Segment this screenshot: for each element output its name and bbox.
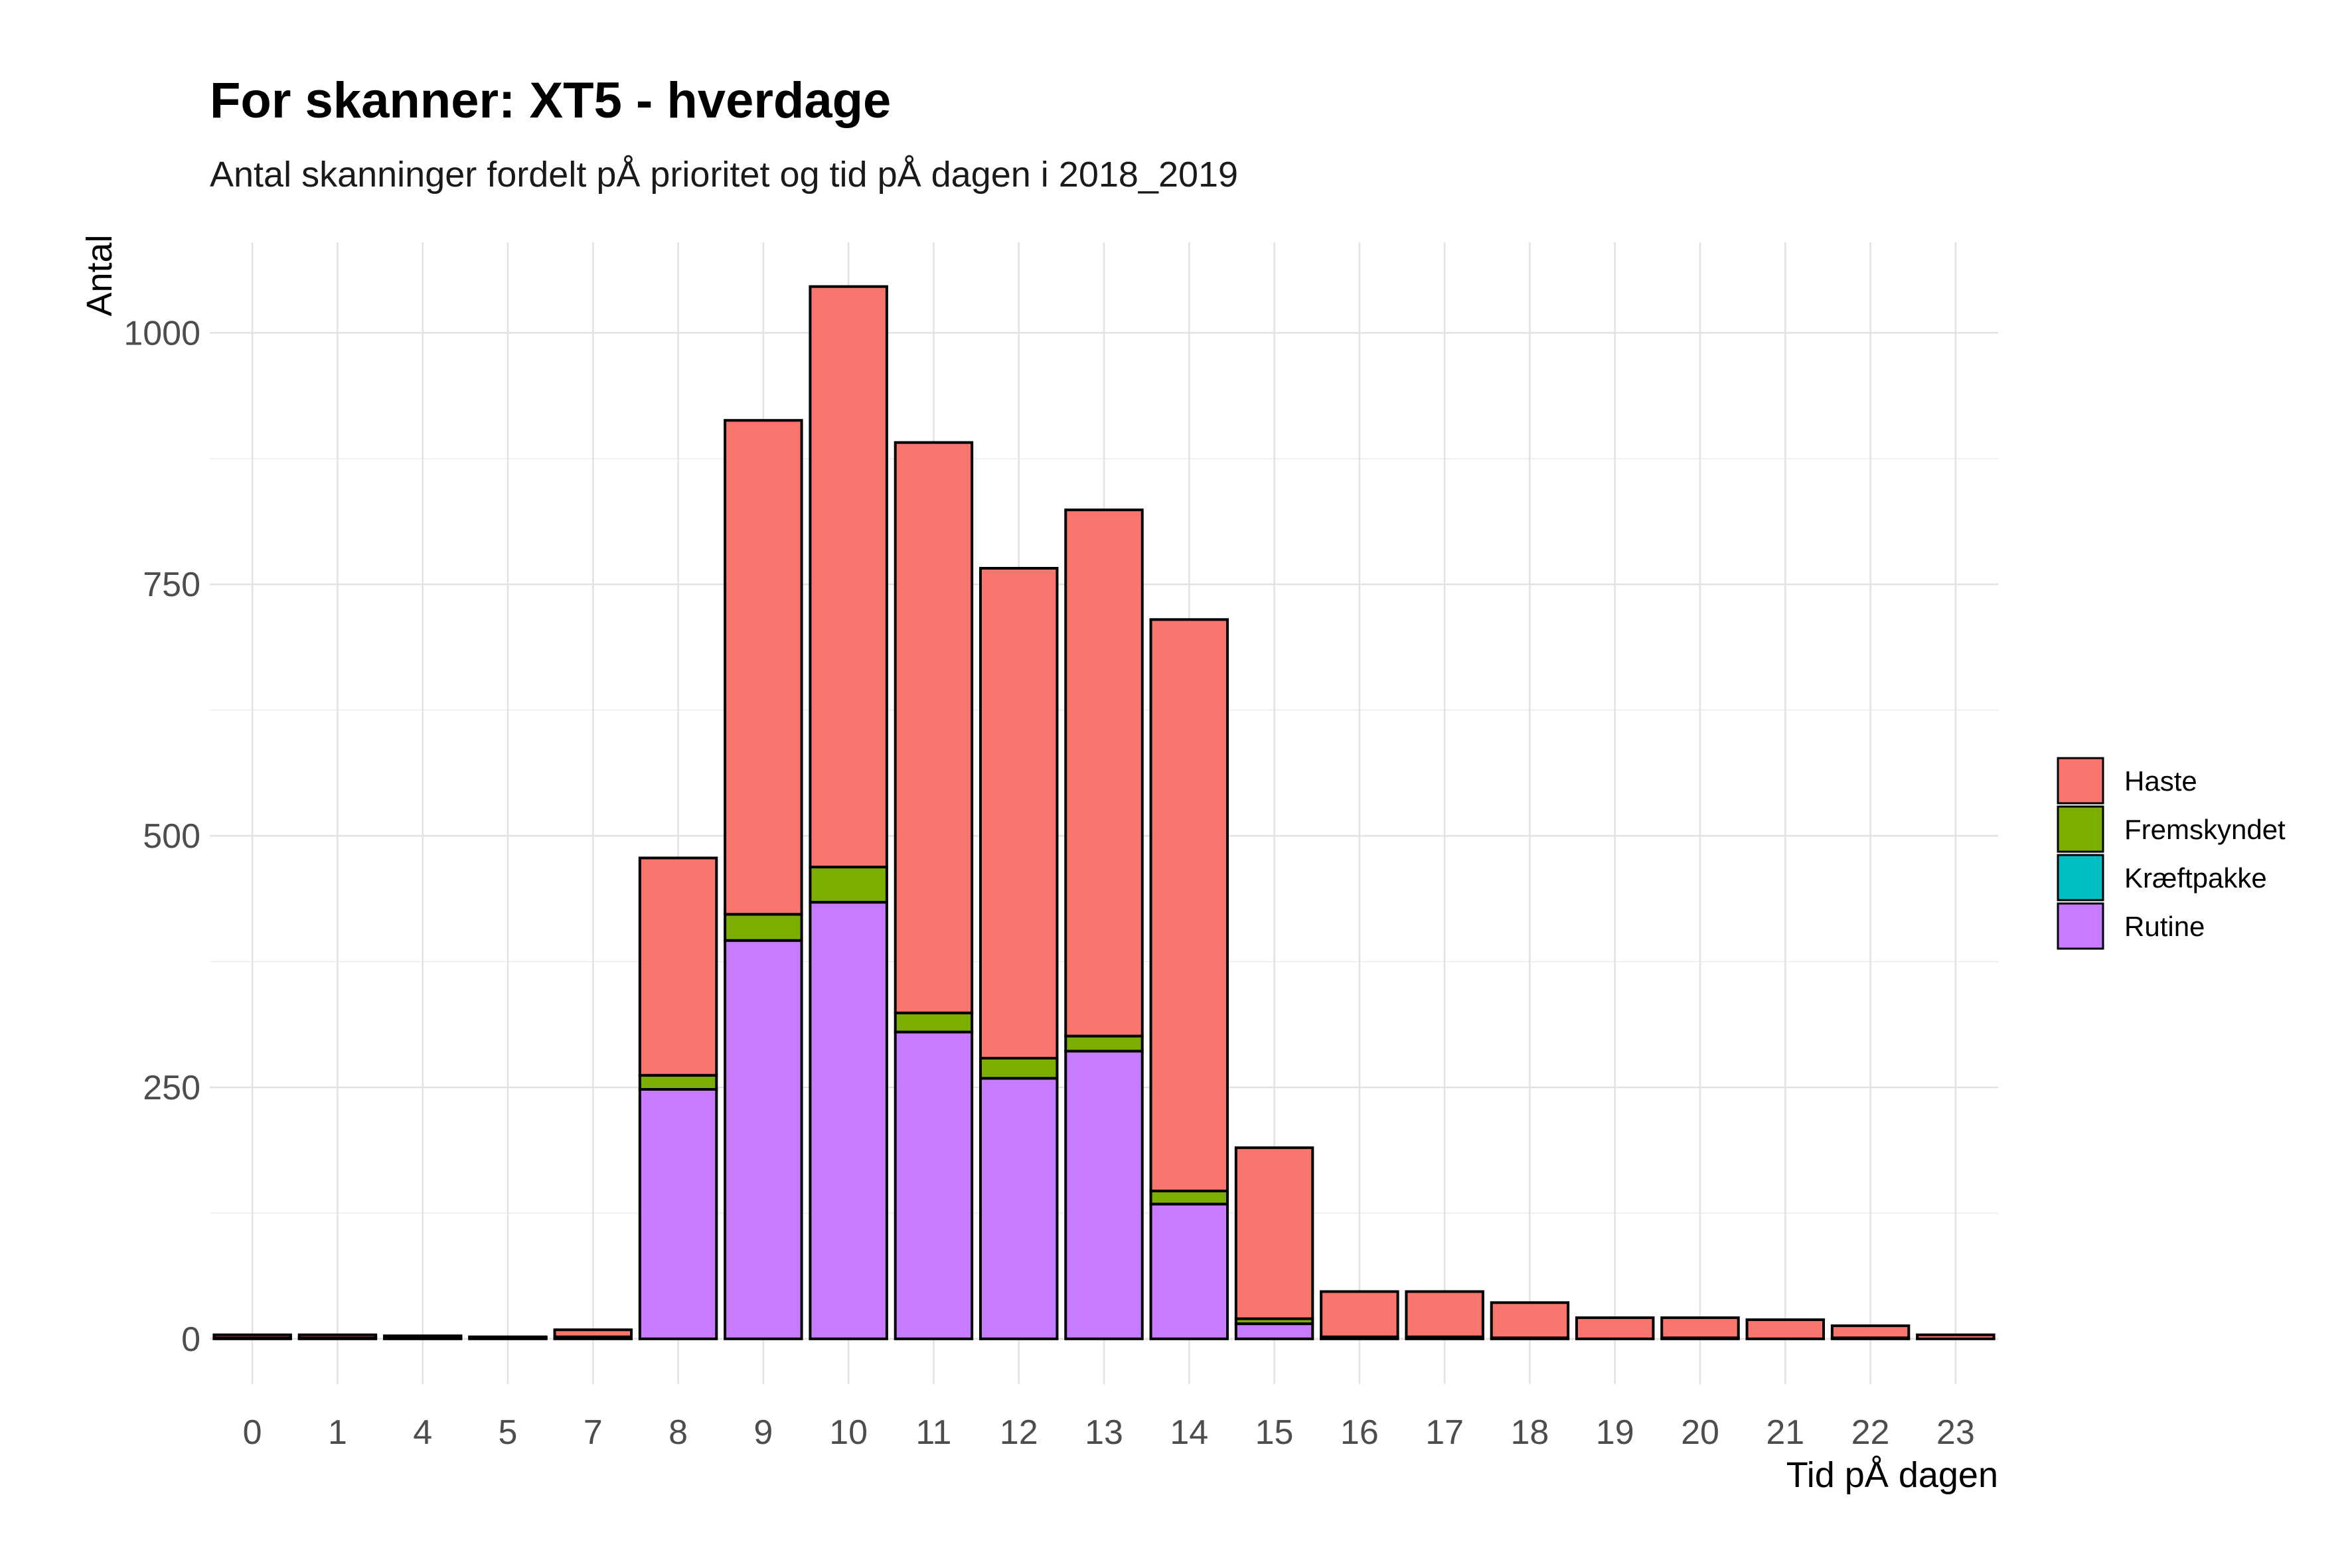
bar-haste-20 [1660, 1316, 1740, 1340]
bar-haste-22 [1830, 1324, 1911, 1340]
y-tick-label: 0 [181, 1320, 200, 1359]
bar-rutine-10 [809, 901, 888, 1340]
bar-haste-19 [1575, 1316, 1655, 1340]
bar-haste-17 [1405, 1290, 1484, 1338]
bars [212, 285, 1996, 1340]
bar-haste-9 [724, 419, 803, 916]
x-tick-label: 17 [1425, 1413, 1464, 1452]
x-tick-label: 12 [1000, 1413, 1038, 1452]
y-tick-label: 1000 [123, 314, 200, 353]
chart-subtitle: Antal skanninger fordelt pÅ prioritet og… [210, 155, 1239, 195]
x-tick-label: 19 [1596, 1413, 1634, 1452]
y-tick-label: 500 [143, 817, 200, 856]
bar-haste-10 [809, 285, 888, 869]
x-tick-label: 8 [668, 1413, 688, 1452]
bar-rutine-15 [1234, 1322, 1314, 1340]
legend-label-rutine: Rutine [2124, 911, 2205, 942]
chart-title: For skanner: XT5 - hverdage [210, 72, 892, 129]
bar-rutine-11 [894, 1030, 974, 1340]
bar-haste-15 [1234, 1146, 1314, 1320]
x-tick-label: 0 [243, 1413, 262, 1452]
x-axis-label: Tid pÅ dagen [1786, 1455, 1998, 1495]
bar-haste-13 [1064, 509, 1144, 1038]
legend-key-kræftpakke [2057, 854, 2104, 902]
y-tick-label: 250 [143, 1069, 200, 1107]
bar-haste-12 [979, 566, 1059, 1060]
bar-haste-1 [297, 1333, 378, 1340]
legend-key-fremskyndet [2057, 805, 2104, 853]
x-tick-label: 7 [584, 1413, 603, 1452]
bar-rutine-12 [979, 1077, 1059, 1340]
x-tick-label: 5 [499, 1413, 518, 1452]
bar-haste-4 [382, 1334, 463, 1340]
legend-key-rutine [2057, 902, 2104, 950]
legend-key-haste [2057, 757, 2104, 805]
bar-haste-18 [1490, 1301, 1570, 1340]
bar-haste-8 [638, 856, 718, 1077]
bar-haste-5 [468, 1335, 548, 1340]
bar-haste-11 [894, 441, 974, 1014]
bar-rutine-8 [638, 1087, 718, 1340]
bar-fremskyndet-10 [809, 866, 888, 904]
legend-label-fremskyndet: Fremskyndet [2124, 814, 2286, 845]
bar-haste-23 [1916, 1333, 1996, 1340]
bar-haste-0 [212, 1333, 292, 1340]
x-tick-label: 14 [1170, 1413, 1208, 1452]
bar-rutine-9 [724, 939, 803, 1340]
y-axis-ticks: 0 250 500 750 1000 [123, 314, 200, 1358]
x-tick-label: 9 [753, 1413, 773, 1452]
bar-haste-14 [1149, 618, 1229, 1193]
y-tick-label: 750 [143, 566, 200, 604]
x-tick-label: 11 [915, 1413, 951, 1452]
x-tick-label: 23 [1936, 1413, 1975, 1452]
x-tick-label: 18 [1511, 1413, 1549, 1452]
bar-haste-21 [1745, 1318, 1826, 1340]
bar-fremskyndet-13 [1064, 1034, 1144, 1053]
x-tick-label: 22 [1851, 1413, 1890, 1452]
legend-label-kræftpakke: Kræftpakke [2124, 862, 2267, 894]
legend: Haste Fremskyndet Kræftpakke Rutine [2057, 757, 2286, 950]
x-tick-label: 20 [1681, 1413, 1719, 1452]
x-tick-label: 4 [413, 1413, 432, 1452]
bar-haste-7 [553, 1328, 633, 1338]
bar-rutine-13 [1064, 1050, 1144, 1340]
x-tick-label: 10 [829, 1413, 868, 1452]
x-tick-label: 13 [1085, 1413, 1123, 1452]
bar-fremskyndet-11 [894, 1011, 974, 1034]
bar-fremskyndet-9 [724, 913, 803, 942]
x-tick-label: 16 [1340, 1413, 1379, 1452]
y-axis-label: Antal [80, 234, 119, 316]
legend-label-haste: Haste [2124, 765, 2197, 797]
x-axis-ticks: 0 1 4 5 7 8 9 10 11 12 13 14 15 16 17 18 19 20 21 22 23 [243, 1413, 1975, 1452]
bar-haste-16 [1320, 1290, 1399, 1338]
bar-fremskyndet-14 [1149, 1190, 1229, 1206]
x-tick-label: 21 [1766, 1413, 1804, 1452]
x-tick-label: 15 [1255, 1413, 1294, 1452]
bar-fremskyndet-8 [638, 1073, 718, 1091]
bar-rutine-14 [1149, 1202, 1229, 1340]
x-tick-label: 1 [328, 1413, 347, 1452]
bar-fremskyndet-12 [979, 1057, 1059, 1080]
